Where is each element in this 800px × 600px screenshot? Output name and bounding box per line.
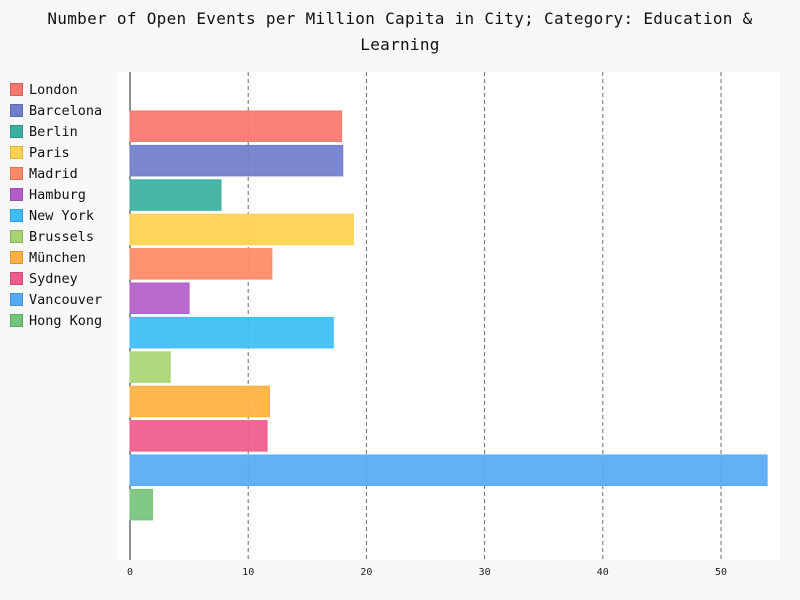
legend-swatch	[10, 125, 23, 138]
legend-label: London	[29, 81, 78, 98]
x-tick-label: 0	[127, 567, 133, 578]
x-tick-label: 10	[242, 567, 254, 578]
legend-swatch	[10, 314, 23, 327]
bar-hamburg	[129, 282, 190, 314]
x-tick-label: 30	[479, 567, 491, 578]
bar-madrid	[129, 248, 273, 280]
legend-label: Brussels	[29, 228, 95, 245]
legend-swatch	[10, 272, 23, 285]
x-tick-label: 20	[360, 567, 372, 578]
legend-swatch	[10, 188, 23, 201]
legend-swatch	[10, 167, 23, 180]
legend-label: Madrid	[29, 165, 78, 182]
legend-label: New York	[29, 207, 95, 224]
legend-label: Hong Kong	[29, 312, 103, 329]
legend-swatch	[10, 251, 23, 264]
legend-label: Vancouver	[29, 291, 103, 308]
legend-label: Berlin	[29, 123, 78, 140]
legend-label: Paris	[29, 144, 70, 161]
legend-item: Brussels	[10, 226, 102, 247]
legend-swatch	[10, 83, 23, 96]
legend-item: Vancouver	[10, 289, 102, 310]
legend-swatch	[10, 293, 23, 306]
bar-brussels	[129, 351, 171, 383]
x-tick-label: 40	[597, 567, 609, 578]
bar-münchen	[129, 385, 270, 418]
legend-swatch	[10, 230, 23, 243]
legend-item: New York	[10, 205, 102, 226]
bar-sydney	[129, 420, 268, 452]
bar-london	[129, 110, 343, 142]
legend-item: Sydney	[10, 268, 102, 289]
legend-item: München	[10, 247, 102, 268]
bar-berlin	[129, 179, 222, 211]
legend-item: Paris	[10, 142, 102, 163]
legend-label: Sydney	[29, 270, 78, 287]
chart-title: Number of Open Events per Million Capita…	[47, 9, 753, 54]
legend-swatch	[10, 104, 23, 117]
x-tick-label: 50	[715, 567, 727, 578]
legend-item: Hong Kong	[10, 310, 102, 331]
bar-paris	[129, 213, 354, 246]
legend-item: Barcelona	[10, 100, 102, 121]
legend-label: Barcelona	[29, 102, 103, 119]
legend: London Barcelona Berlin Paris Madrid Hamburg N…	[10, 79, 102, 331]
bar-hong-kong	[129, 488, 153, 521]
bar-barcelona	[129, 144, 344, 177]
legend-item: Madrid	[10, 163, 102, 184]
bar-vancouver	[129, 454, 768, 486]
legend-label: Hamburg	[29, 186, 86, 203]
bar-new-york	[129, 316, 334, 349]
legend-swatch	[10, 146, 23, 159]
legend-swatch	[10, 209, 23, 222]
legend-label: München	[29, 249, 86, 266]
legend-item: Berlin	[10, 121, 102, 142]
legend-item: Hamburg	[10, 184, 102, 205]
legend-item: London	[10, 79, 102, 100]
